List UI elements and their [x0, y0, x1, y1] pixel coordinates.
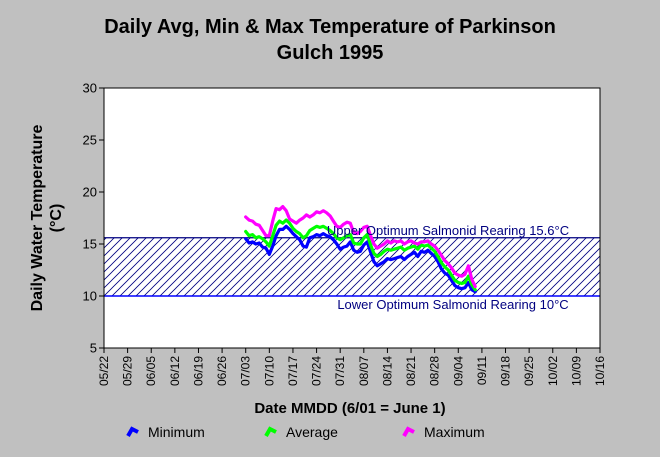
y-tick-label: 25 — [83, 133, 97, 148]
x-tick-label: 09/04 — [451, 356, 465, 386]
series-line-average — [244, 218, 477, 292]
y-tick-label: 30 — [83, 81, 97, 96]
x-tick-label: 10/16 — [593, 356, 607, 386]
x-tick-label: 09/11 — [475, 356, 489, 385]
y-tick-label: 5 — [90, 341, 97, 356]
legend-swatch-maximum — [402, 426, 415, 437]
x-tick-label: 07/17 — [286, 356, 300, 386]
series-line-maximum — [244, 205, 477, 289]
legend-item-maximum: Maximum — [402, 424, 485, 440]
x-tick-label: 05/29 — [121, 356, 135, 386]
legend: Minimum Average Maximum — [0, 424, 660, 444]
x-tick-label: 06/05 — [144, 356, 158, 386]
upper-optimum-label: Upper Optimum Salmonid Rearing 15.6°C — [327, 223, 569, 238]
lower-optimum-label: Lower Optimum Salmonid Rearing 10°C — [337, 297, 568, 312]
chart-title: Daily Avg, Min & Max Temperature of Park… — [104, 16, 556, 64]
x-tick-label: 09/18 — [499, 356, 513, 386]
x-tick-label: 09/25 — [522, 356, 536, 386]
x-tick-label: 08/14 — [380, 356, 394, 386]
series-line-minimum — [244, 224, 477, 294]
legend-label-maximum: Maximum — [424, 424, 485, 440]
legend-label-minimum: Minimum — [148, 424, 205, 440]
x-tick-label: 10/09 — [569, 356, 583, 386]
x-tick-label: 08/21 — [404, 356, 418, 386]
y-tick-label: 10 — [83, 289, 97, 304]
legend-item-average: Average — [264, 424, 338, 440]
legend-swatch-minimum — [126, 426, 139, 437]
x-tick-label: 07/31 — [333, 356, 347, 386]
x-tick-label: 05/22 — [97, 356, 111, 386]
legend-item-minimum: Minimum — [126, 424, 205, 440]
plot-area — [104, 88, 600, 348]
y-tick-label: 20 — [83, 185, 97, 200]
legend-label-average: Average — [286, 424, 338, 440]
x-tick-label: 06/19 — [191, 356, 205, 386]
x-tick-label: 07/24 — [310, 356, 324, 386]
x-tick-label: 08/07 — [357, 356, 371, 386]
x-axis-label: Date MMDD (6/01 = June 1) — [254, 400, 446, 417]
x-tick-label: 08/28 — [428, 356, 442, 386]
x-tick-label: 07/10 — [262, 356, 276, 386]
x-tick-label: 06/12 — [168, 356, 182, 386]
y-tick-label: 15 — [83, 237, 97, 252]
legend-swatch-average — [264, 426, 277, 437]
x-tick-label: 06/26 — [215, 356, 229, 386]
x-tick-label: 07/03 — [239, 356, 253, 386]
plot-frame — [103, 87, 601, 349]
x-tick-label: 10/02 — [546, 356, 560, 386]
